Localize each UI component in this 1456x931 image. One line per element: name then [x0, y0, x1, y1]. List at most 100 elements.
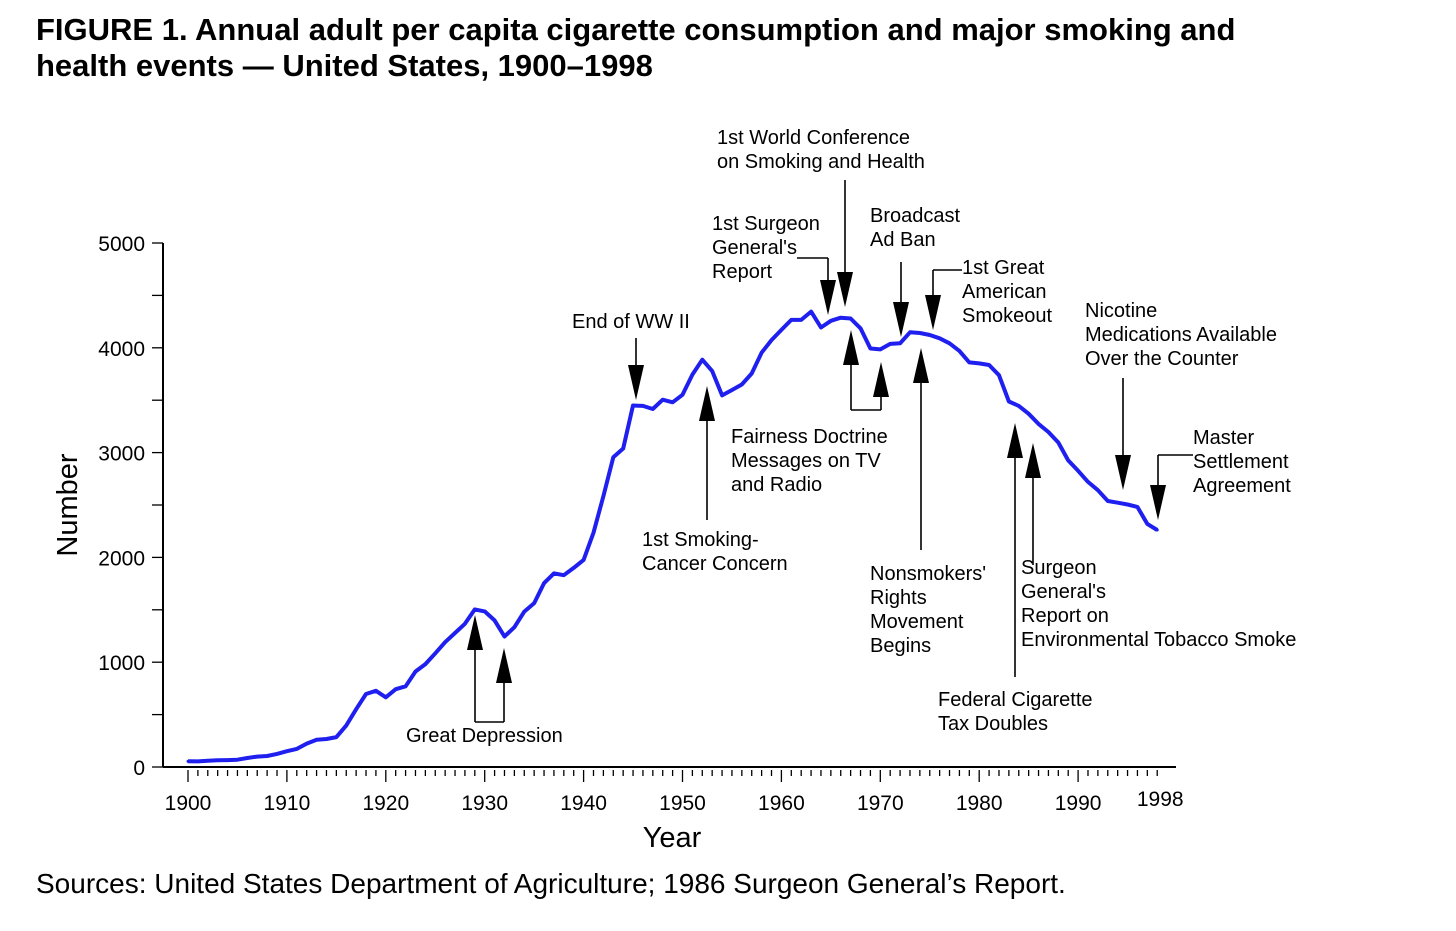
annotation-text: American	[962, 281, 1046, 303]
annotation-text: Tax Doubles	[938, 713, 1048, 735]
data-point-1930	[483, 609, 487, 613]
annotation-text: Nonsmokers'	[870, 563, 986, 585]
data-point-1908	[265, 754, 269, 758]
data-point-1961	[789, 318, 793, 322]
data-point-1971	[888, 342, 892, 346]
data-point-1921	[394, 687, 398, 691]
data-point-1914	[324, 737, 328, 741]
arrow-down-icon	[893, 302, 909, 337]
y-axis-label: Number	[52, 453, 84, 556]
data-point-1997	[1145, 522, 1149, 526]
data-point-1958	[760, 351, 764, 355]
annotation-text: Ad Ban	[870, 229, 936, 251]
data-point-1983	[1007, 399, 1011, 403]
data-point-1943	[611, 455, 615, 459]
data-point-1977	[948, 341, 952, 345]
data-point-1926	[443, 640, 447, 644]
x-tick-label: 1910	[264, 792, 311, 815]
data-point-1942	[601, 494, 605, 498]
data-point-1970	[878, 347, 882, 351]
data-point-1929	[473, 607, 477, 611]
data-point-1986	[1037, 422, 1041, 426]
arrow-down-icon	[820, 280, 836, 315]
arrow-up-icon	[496, 648, 512, 683]
data-point-1988	[1056, 441, 1060, 445]
data-point-1998	[1155, 528, 1159, 532]
annotation-text: and Radio	[731, 474, 822, 496]
data-point-1995	[1126, 502, 1130, 506]
data-point-1952	[700, 358, 704, 362]
arrow-up-icon	[467, 615, 483, 650]
data-point-1910	[285, 749, 289, 753]
arrow-up-icon	[873, 362, 889, 397]
data-point-1968	[859, 326, 863, 330]
data-point-1913	[315, 738, 319, 742]
data-point-1978	[957, 349, 961, 353]
data-point-1900	[186, 759, 190, 763]
x-tick-label: 1940	[560, 792, 607, 815]
annotation-text: on Smoking and Health	[717, 151, 925, 173]
annotation-text: Master	[1193, 427, 1254, 449]
annotation-text: Smokeout	[962, 305, 1052, 327]
data-point-1996	[1135, 505, 1139, 509]
data-point-1964	[819, 325, 823, 329]
data-point-1945	[631, 404, 635, 408]
data-point-1984	[1017, 404, 1021, 408]
arrow-down-icon	[837, 272, 853, 307]
data-point-1922	[404, 684, 408, 688]
annotation-text: 1st Great	[962, 257, 1045, 279]
data-point-1953	[710, 369, 714, 373]
data-point-1940	[582, 558, 586, 562]
annotation-text: Report on	[1021, 605, 1109, 627]
arrow-down-icon	[1115, 455, 1131, 490]
data-point-1966	[839, 316, 843, 320]
annotation-text: 1st Surgeon	[712, 213, 820, 235]
data-point-1933	[512, 625, 516, 629]
data-point-1936	[542, 581, 546, 585]
annotation-text: Environmental Tobacco Smoke	[1021, 629, 1296, 651]
data-point-1993	[1106, 499, 1110, 503]
data-point-1949	[671, 400, 675, 404]
annotation-text: Agreement	[1193, 475, 1291, 497]
data-point-1939	[572, 566, 576, 570]
data-point-1928	[463, 622, 467, 626]
annotation-text: Messages on TV	[731, 450, 881, 472]
x-tick-label: 1998	[1137, 788, 1184, 811]
data-point-1960	[779, 328, 783, 332]
y-tick-label: 4000	[98, 338, 145, 361]
annotation-text: Medications Available	[1085, 324, 1277, 346]
annotation-text: Over the Counter	[1085, 348, 1239, 370]
data-point-1948	[661, 398, 665, 402]
data-point-1963	[809, 310, 813, 314]
data-point-1989	[1066, 458, 1070, 462]
data-point-1917	[354, 707, 358, 711]
data-point-1906	[245, 756, 249, 760]
title-line-2: health events — United States, 1900–1998	[36, 48, 653, 83]
data-point-1909	[275, 752, 279, 756]
data-point-1994	[1116, 501, 1120, 505]
data-point-1969	[868, 347, 872, 351]
data-point-1934	[522, 610, 526, 614]
data-point-1979	[967, 360, 971, 364]
data-point-1904	[226, 758, 230, 762]
data-point-1905	[235, 758, 239, 762]
annotation-text: 1st Smoking-	[642, 529, 759, 551]
data-point-1990	[1076, 469, 1080, 473]
data-point-1974	[918, 331, 922, 335]
data-point-1985	[1027, 412, 1031, 416]
arrow-down-icon	[628, 365, 644, 400]
data-point-1954	[720, 393, 724, 397]
annotation-text: Settlement	[1193, 451, 1289, 473]
data-point-1982	[997, 373, 1001, 377]
data-point-1959	[770, 338, 774, 342]
data-point-1902	[206, 759, 210, 763]
arrow-up-icon	[843, 330, 859, 365]
arrow-up-icon	[699, 386, 715, 421]
annotation-text: Cancer Concern	[642, 553, 788, 575]
data-point-1916	[344, 724, 348, 728]
source-note: Sources: United States Department of Agr…	[36, 868, 1066, 899]
y-tick-label: 0	[133, 757, 145, 780]
arrow-up-icon	[1025, 443, 1041, 478]
data-point-1924	[423, 662, 427, 666]
